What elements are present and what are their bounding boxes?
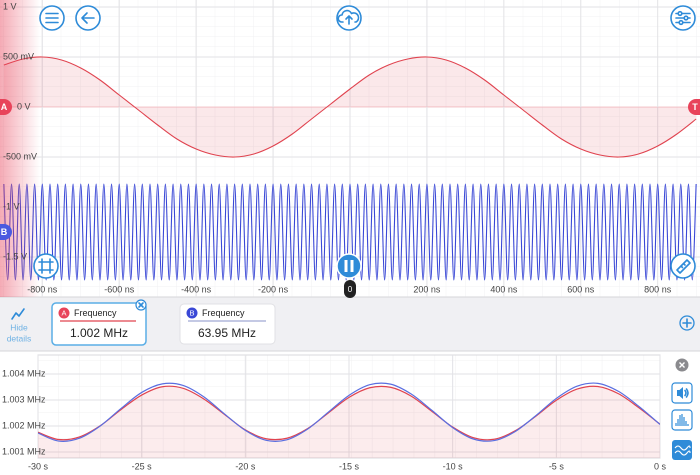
label-layer: 1 V 500 mV 0 V -500 mV -1 V -1.5 V -800 ns -600… <box>2 1 672 471</box>
area-fill <box>38 386 660 458</box>
marker-label: T <box>692 102 698 112</box>
left-edge-highlight <box>0 0 40 297</box>
trigger-marker[interactable]: T <box>688 99 700 115</box>
trace <box>38 382 660 442</box>
pause-button[interactable] <box>336 253 362 279</box>
menu-button[interactable] <box>39 5 65 31</box>
y-tick-label: 1 V <box>3 1 17 11</box>
y-tick-label: 0 V <box>17 101 31 111</box>
card-title: Frequency <box>202 308 245 318</box>
marker-label: A <box>1 102 8 112</box>
trace <box>38 385 660 441</box>
y-tick-label: 1.002 MHz <box>2 420 46 430</box>
x-tick-label: 600 ns <box>567 284 595 294</box>
toggle-label: Hide <box>10 322 28 332</box>
x-tick-label: 0 <box>348 285 353 294</box>
measurement-card-a[interactable]: A Frequency 1.002 MHz <box>51 299 147 346</box>
x-tick-label: -15 s <box>339 461 360 471</box>
trace <box>3 56 697 158</box>
y-tick-label: 1.001 MHz <box>2 446 46 456</box>
close-trend-button[interactable] <box>675 358 689 372</box>
x-tick-label: -25 s <box>132 461 153 471</box>
x-tick-label: 800 ns <box>644 284 672 294</box>
x-tick-label: -5 s <box>549 461 565 471</box>
add-measurement-button[interactable] <box>679 315 695 331</box>
y-tick-label: -500 mV <box>3 151 37 161</box>
trace <box>3 183 697 281</box>
x-tick-label: -800 ns <box>27 284 58 294</box>
toggle-label: details <box>7 333 32 343</box>
y-tick-label: 500 mV <box>3 51 34 61</box>
back-button[interactable] <box>75 5 101 31</box>
marker-label: B <box>1 227 8 237</box>
card-channel: A <box>61 308 66 317</box>
y-tick-label: 1.004 MHz <box>2 368 46 378</box>
hide-details-toggle[interactable]: Hide details <box>7 308 32 343</box>
upload-button[interactable] <box>336 5 362 31</box>
card-value: 63.95 MHz <box>198 326 256 340</box>
y-tick-label: 1.003 MHz <box>2 394 46 404</box>
grid-button[interactable] <box>33 253 59 279</box>
x-tick-label: 400 ns <box>490 284 518 294</box>
card-title: Frequency <box>74 308 117 318</box>
x-tick-label: -200 ns <box>258 284 289 294</box>
settings-button[interactable] <box>670 5 696 31</box>
x-tick-label: 200 ns <box>413 284 441 294</box>
sound-button[interactable] <box>671 382 693 404</box>
close-card-button[interactable] <box>135 299 147 311</box>
y-tick-label: -1 V <box>3 201 20 211</box>
area-fill <box>3 56 697 158</box>
x-tick-label: -30 s <box>28 461 49 471</box>
x-tick-label: -600 ns <box>104 284 135 294</box>
channel-b-marker[interactable]: B <box>0 224 12 240</box>
trigger-position-marker <box>344 280 356 298</box>
x-tick-label: 0 s <box>654 461 667 471</box>
trend-button[interactable] <box>672 440 692 460</box>
card-channel: B <box>189 308 194 317</box>
x-tick-label: -400 ns <box>181 284 212 294</box>
ruler-button[interactable] <box>670 253 696 279</box>
card-value: 1.002 MHz <box>70 326 128 340</box>
histogram-button[interactable] <box>671 409 693 431</box>
y-tick-label: -1.5 V <box>3 251 27 261</box>
measurement-card-b[interactable]: B Frequency 63.95 MHz <box>179 303 276 345</box>
trace-layer <box>3 56 697 458</box>
channel-a-marker[interactable]: A <box>0 99 12 115</box>
x-tick-label: -20 s <box>235 461 256 471</box>
x-tick-label: -10 s <box>443 461 464 471</box>
